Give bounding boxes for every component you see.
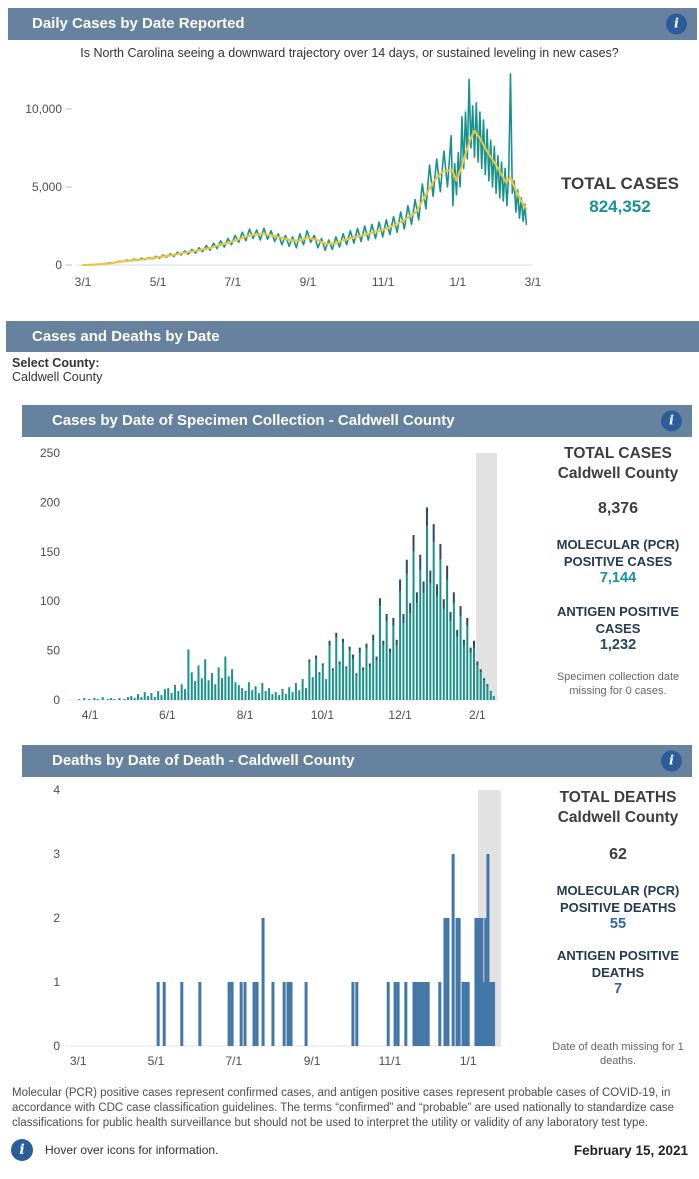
svg-text:7/1: 7/1	[225, 275, 242, 289]
svg-text:4: 4	[53, 783, 60, 797]
svg-text:2/1: 2/1	[469, 708, 486, 722]
pcr-cases-label: MOLECULAR (PCR) POSITIVE CASES	[556, 537, 680, 569]
pcr-cases-value: 7,144	[599, 570, 637, 586]
svg-text:1: 1	[53, 975, 60, 989]
report-date: February 15, 2021	[573, 1143, 688, 1158]
svg-text:11/1: 11/1	[379, 1054, 402, 1068]
daily-cases-line-chart[interactable]: 0 5,000 10,000 3/1 5/1 7/1 9/1 11/1 1/1 3/1	[8, 70, 560, 298]
cases-panel-header-bar: Cases by Date of Specimen Collection - C…	[22, 405, 692, 437]
svg-text:0: 0	[53, 1039, 60, 1053]
deaths-panel-title: Deaths by Date of Death - Caldwell Count…	[52, 752, 355, 769]
svg-text:0: 0	[55, 258, 62, 272]
cases-missing-note: Specimen collection date missing for 0 c…	[556, 671, 680, 697]
cases-deaths-header-bar: Cases and Deaths by Date	[6, 321, 699, 352]
daily-cases-header-bar: Daily Cases by Date Reported i	[8, 8, 697, 40]
svg-text:1/1: 1/1	[460, 1054, 477, 1068]
deaths-total-sublabel: Caldwell County	[557, 809, 679, 826]
svg-text:1/1: 1/1	[450, 275, 467, 289]
deaths-total-value: 62	[609, 846, 627, 863]
info-icon[interactable]: i	[666, 13, 687, 35]
deaths-stats-panel: TOTAL DEATHS Caldwell County 62 MOLECULA…	[540, 788, 696, 1068]
svg-text:8/1: 8/1	[237, 708, 254, 722]
info-icon[interactable]: i	[661, 750, 682, 772]
svg-text:4/1: 4/1	[82, 708, 99, 722]
svg-text:0: 0	[53, 693, 60, 707]
footer-info-icon-wrap: i	[11, 1139, 33, 1161]
total-cases-value: 824,352	[589, 197, 651, 216]
county-select[interactable]: Caldwell County	[12, 370, 103, 384]
svg-text:9/1: 9/1	[300, 275, 317, 289]
svg-text:9/1: 9/1	[304, 1054, 321, 1068]
pcr-deaths-value: 55	[609, 916, 627, 932]
cases-total-value: 8,376	[597, 500, 639, 517]
svg-text:10/1: 10/1	[311, 708, 335, 722]
chart-subtitle: Is North Carolina seeing a downward traj…	[80, 46, 619, 60]
svg-text:2: 2	[53, 911, 60, 925]
svg-text:250: 250	[40, 446, 60, 460]
pcr-deaths-label: MOLECULAR (PCR) POSITIVE DEATHS	[556, 883, 680, 915]
antigen-cases-value: 1,232	[599, 637, 637, 653]
deaths-bar-chart[interactable]: 0 1 2 3 4 3/1 5/1 7/1 9/1 11/1 1/1	[20, 782, 540, 1072]
svg-text:6/1: 6/1	[159, 708, 176, 722]
hover-note: Hover over icons for information.	[45, 1143, 219, 1157]
cases-total-label: TOTAL CASES	[564, 445, 672, 462]
select-county-label: Select County:	[12, 356, 100, 370]
svg-text:100: 100	[40, 594, 60, 608]
svg-text:7/1: 7/1	[225, 1054, 242, 1068]
cases-total-sublabel: Caldwell County	[557, 465, 679, 482]
cases-bar-chart[interactable]: 0 50 100 150 200 250 4/1 6/1 8/1 10/1 12/1 2/1	[20, 440, 540, 728]
info-icon[interactable]: i	[661, 410, 682, 432]
daily-cases-title: Daily Cases by Date Reported	[32, 15, 245, 32]
disclaimer-text: Molecular (PCR) positive cases represent…	[12, 1087, 675, 1129]
total-cases-label: TOTAL CASES	[560, 174, 680, 193]
svg-text:5/1: 5/1	[148, 1054, 165, 1068]
svg-text:50: 50	[47, 644, 61, 658]
info-icon[interactable]: i	[11, 1139, 33, 1161]
svg-text:10,000: 10,000	[25, 102, 62, 116]
cases-deaths-title: Cases and Deaths by Date	[32, 328, 220, 345]
svg-text:3/1: 3/1	[75, 275, 92, 289]
deaths-total-label: TOTAL DEATHS	[559, 789, 677, 806]
svg-text:11/1: 11/1	[372, 275, 395, 289]
antigen-deaths-value: 7	[613, 981, 623, 997]
county-selector: Select County: Caldwell County	[12, 356, 102, 384]
antigen-deaths-label: ANTIGEN POSITIVE DEATHS	[556, 948, 680, 980]
cases-stats-panel: TOTAL CASES Caldwell County 8,376 MOLECU…	[540, 444, 696, 698]
svg-text:150: 150	[40, 545, 60, 559]
svg-text:3: 3	[53, 847, 60, 861]
deaths-missing-note: Date of death missing for 1 deaths.	[552, 1041, 684, 1067]
total-cases-stat: TOTAL CASES 824,352	[545, 174, 695, 217]
svg-text:5,000: 5,000	[32, 180, 62, 194]
svg-text:3/1: 3/1	[525, 275, 542, 289]
svg-text:5/1: 5/1	[150, 275, 167, 289]
cases-panel-title: Cases by Date of Specimen Collection - C…	[52, 412, 455, 429]
svg-text:3/1: 3/1	[70, 1054, 87, 1068]
svg-text:200: 200	[40, 495, 60, 509]
antigen-cases-label: ANTIGEN POSITIVE CASES	[556, 604, 680, 636]
deaths-panel-header-bar: Deaths by Date of Death - Caldwell Count…	[22, 745, 692, 777]
svg-text:12/1: 12/1	[388, 708, 412, 722]
